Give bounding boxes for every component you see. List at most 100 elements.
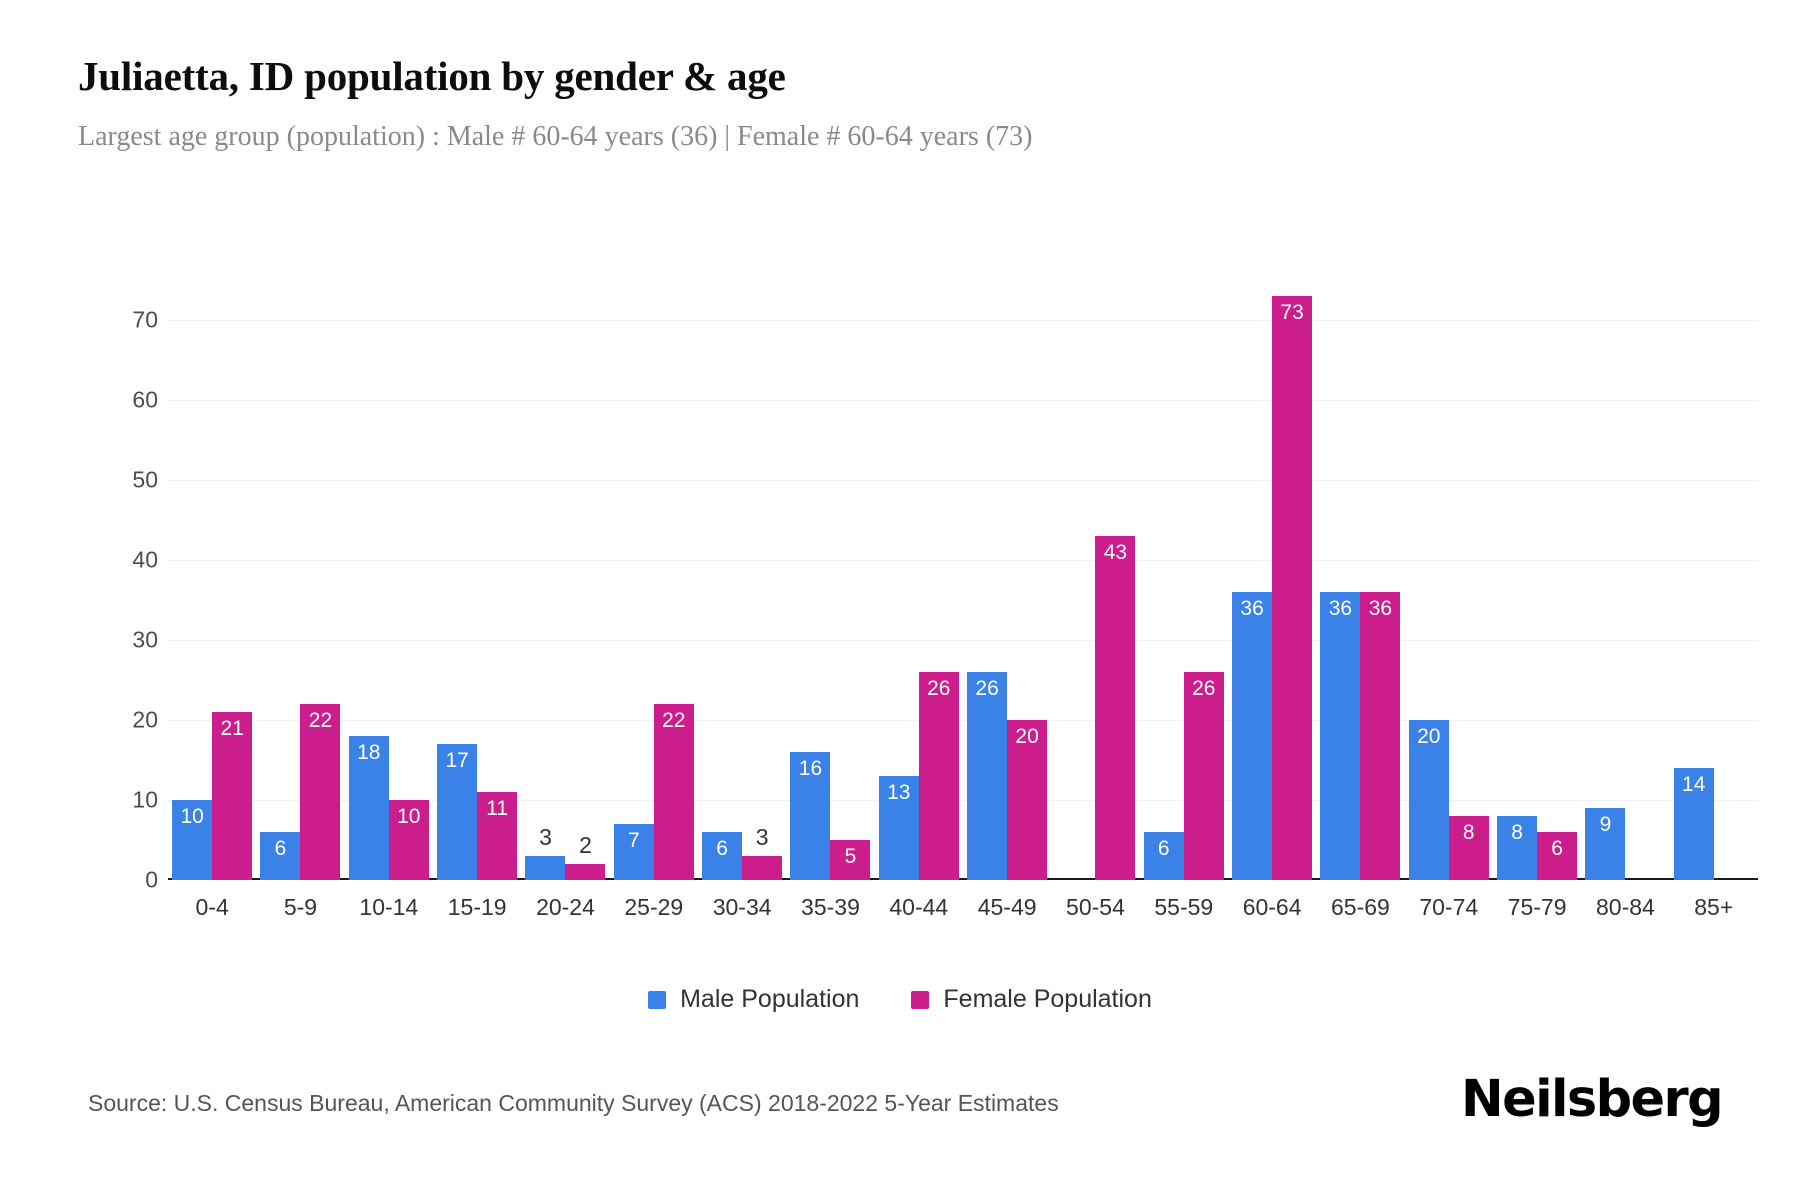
source-note: Source: U.S. Census Bureau, American Com… [88,1090,1059,1116]
y-axis-tick-label: 40 [132,546,158,573]
bar-male[interactable]: 3 [525,826,566,880]
bar-value-label: 20 [1417,725,1441,748]
bar-male[interactable]: 18 [348,736,389,880]
bar-male[interactable]: 8 [1497,816,1538,880]
bar-value-label: 6 [274,837,287,860]
y-axis-tick-label: 30 [132,626,158,653]
x-axis-tick-label: 25-29 [624,894,684,920]
bar-female[interactable]: 6 [1537,832,1578,880]
x-axis-tick-label: 75-79 [1507,894,1567,920]
bar-female[interactable]: 10 [388,800,429,880]
bar-group: 36 73 [1228,280,1316,880]
bar-group: 36 36 [1316,280,1404,880]
bar-male[interactable]: 17 [437,744,478,880]
bar-male[interactable]: 6 [702,832,743,880]
bar-female[interactable]: 22 [300,704,341,880]
bar-male[interactable]: 36 [1232,592,1273,880]
bar-male[interactable]: 9 [1585,808,1626,880]
chart-legend: Male Population Female Population [0,985,1800,1014]
bar-value-label: 6 [716,837,728,860]
y-axis-tick-label: 60 [132,386,158,413]
legend-label-male: Male Population [680,985,860,1013]
bar-group: 43 [1051,280,1139,880]
bar-group: 18 10 [345,280,433,880]
bar-female[interactable]: 3 [742,826,783,880]
bar-female[interactable]: 5 [830,840,871,880]
bar-female[interactable]: 2 [565,834,606,880]
bar-value-label: 43 [1103,541,1128,564]
page-title: Juliaetta, ID population by gender & age [78,53,786,99]
y-axis-tick-label: 50 [132,466,158,493]
bar-value-label: 6 [1157,837,1170,860]
x-axis-tick-label: 65-69 [1331,894,1390,920]
legend-item-male[interactable]: Male Population [648,985,859,1014]
chart-footer: Source: U.S. Census Bureau, American Com… [0,1070,1800,1150]
bar-value-label: 22 [308,709,333,732]
bar-female[interactable]: 26 [918,672,959,880]
y-axis-tick-label: 0 [145,866,158,893]
bar-value-label: 8 [1462,821,1475,844]
legend-item-female[interactable]: Female Population [911,985,1152,1014]
x-axis-tick-label: 20-24 [536,894,595,920]
bar-value-label: 3 [755,824,769,850]
bar-value-label: 10 [397,805,421,828]
y-axis: 0 10 20 30 40 50 60 70 [96,280,158,893]
bar-male[interactable]: 36 [1320,592,1361,880]
bar-group: 7 22 [610,280,698,880]
x-axis-tick-label: 0-4 [195,894,229,920]
bar-female[interactable]: 21 [212,712,253,880]
bar-value-label: 5 [844,845,857,868]
bar-male[interactable]: 14 [1673,768,1714,880]
bar-value-label: 18 [357,741,381,764]
bar-value-label: 17 [445,749,469,772]
legend-swatch-male-icon [648,990,667,1009]
bar-male[interactable]: 10 [172,800,213,880]
bar-female[interactable]: 43 [1095,536,1136,880]
grid-line [168,560,1758,561]
bar-female[interactable]: 22 [653,704,694,880]
bar-value-label: 36 [1240,597,1264,620]
bar-value-label: 20 [1015,725,1039,748]
bar-female[interactable]: 20 [1007,720,1048,880]
bar-male[interactable]: 13 [878,776,919,880]
bar-value-label: 26 [927,677,951,700]
bar-group: 6 22 [256,280,344,880]
x-axis-tick-label: 60-64 [1242,894,1302,920]
bar-male[interactable]: 6 [1143,832,1184,880]
bar-male[interactable]: 6 [260,832,301,880]
bar-male[interactable]: 20 [1408,720,1449,880]
bar-male[interactable]: 7 [613,824,654,880]
bar-value-label: 26 [975,677,999,700]
bar-groups: 10 21 6 22 18 10 17 11 3 2 7 22 6 3 16 5 13 26 26 20 43 6 26 36… [168,280,1758,880]
bar-female[interactable]: 73 [1272,296,1313,880]
x-axis-tick-label: 55-59 [1154,894,1214,920]
x-axis: 0-4 5-9 10-14 15-19 20-24 25-29 30-34 35-39 40-4… [168,894,1758,921]
bar-male[interactable]: 16 [790,752,831,880]
x-axis-tick-label: 40-44 [889,894,949,920]
plot-area: 0 10 20 30 40 50 60 70 10 21 6 22 18 10 17 11 3 2 7 22 6 3 16… [0,280,1800,920]
x-axis-tick-label: 30-34 [712,894,772,920]
grid-line [168,480,1758,481]
y-axis-tick-label: 20 [132,706,158,733]
x-axis-tick-label: 85+ [1694,894,1734,920]
bar-female[interactable]: 8 [1448,816,1489,880]
bar-female[interactable]: 26 [1183,672,1224,880]
x-axis-tick-label: 15-19 [447,894,507,920]
bar-value-label: 26 [1192,677,1216,700]
x-axis-tick-label: 70-74 [1419,894,1479,920]
bar-group: 6 26 [1140,280,1228,880]
legend-swatch-female-icon [911,990,930,1009]
bar-female[interactable]: 36 [1360,592,1401,880]
bar-group: 13 26 [875,280,963,880]
bar-value-label: 3 [539,824,552,850]
bar-female[interactable]: 11 [477,792,518,880]
bar-value-label: 22 [662,709,686,732]
bar-value-label: 8 [1511,821,1523,844]
bar-group: 9 [1581,280,1669,880]
bar-value-label: 11 [486,797,509,820]
bar-male[interactable]: 26 [967,672,1008,880]
bar-value-label: 9 [1599,813,1612,836]
